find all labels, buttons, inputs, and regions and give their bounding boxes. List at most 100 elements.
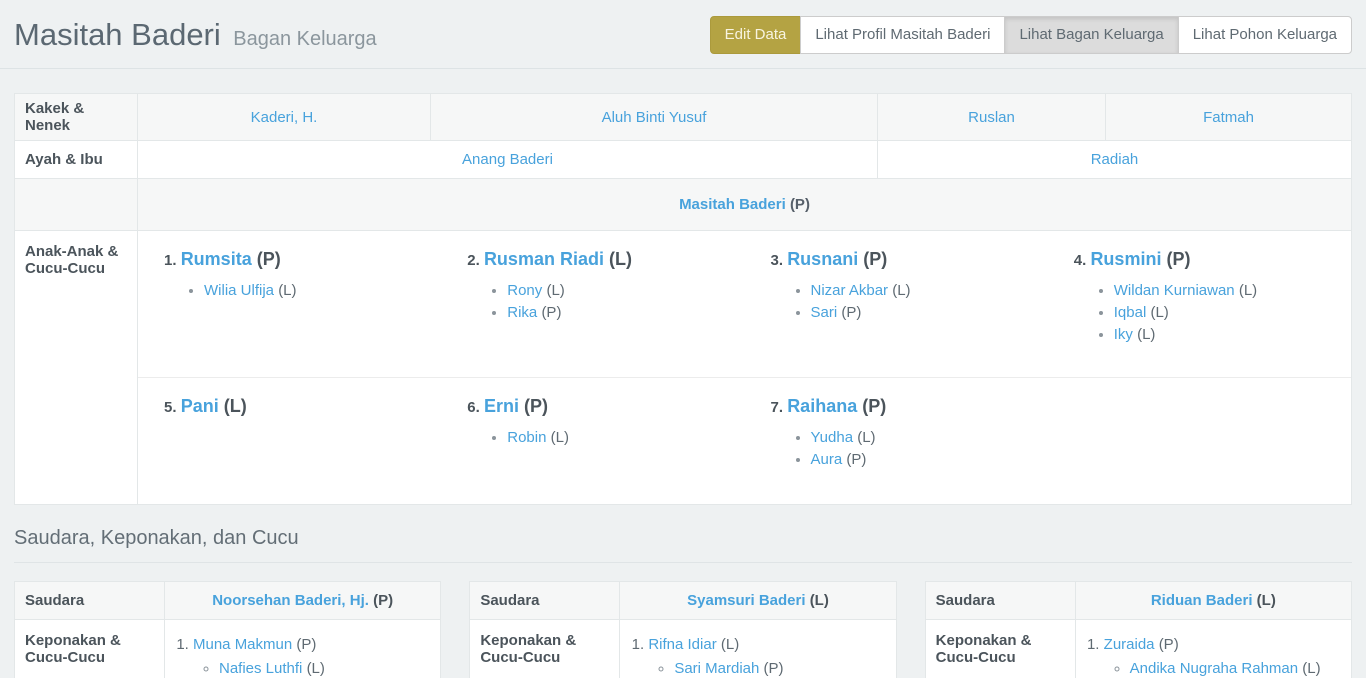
nephew-child-name-link[interactable]: Andika Nugraha Rahman bbox=[1129, 660, 1299, 677]
sibling-name-link[interactable]: Riduan Baderi bbox=[1150, 592, 1253, 609]
nephew-child-item: Andika Nugraha Rahman (L) bbox=[1130, 658, 1341, 678]
child-heading: 3. Rusnani (P) bbox=[771, 249, 1034, 270]
grandchildren-list: Robin (L) bbox=[467, 427, 730, 449]
nephews-list: Rifna Idiar (L) Sari Mardiah (P) bbox=[630, 634, 885, 678]
grandchild-name-link[interactable]: Nizar Akbar bbox=[810, 282, 889, 299]
sibling-row-label: Saudara bbox=[469, 581, 621, 620]
sibling-gender: (L) bbox=[809, 592, 829, 609]
button-lihat-pohon-keluarga[interactable]: Lihat Pohon Keluarga bbox=[1177, 16, 1352, 54]
grandchild-name-link[interactable]: Iqbal bbox=[1113, 304, 1147, 321]
section-divider bbox=[14, 562, 1352, 563]
sibling-name-cell: Syamsuri Baderi (L) bbox=[619, 581, 897, 620]
grandchild-gender: (L) bbox=[1137, 326, 1156, 343]
nephew-children-list: Nafies Luthfi (L) bbox=[193, 658, 430, 678]
child-name-link[interactable]: Rusman Riadi bbox=[483, 249, 604, 269]
parents-row: Ayah & Ibu Anang Baderi Radiah bbox=[14, 140, 1352, 179]
child-block: 1. Rumsita (P) Wilia Ulfija (L) bbox=[138, 231, 441, 377]
nephew-name-link[interactable]: Rifna Idiar bbox=[648, 636, 717, 653]
nephew-name-link[interactable]: Zuraida bbox=[1103, 636, 1155, 653]
self-row: Masitah Baderi (P) bbox=[14, 178, 1352, 231]
grandchild-item: Rika (P) bbox=[507, 302, 730, 324]
child-number: 7. bbox=[770, 399, 788, 416]
grandchild-item: Rony (L) bbox=[507, 280, 730, 302]
grandchild-item: Robin (L) bbox=[507, 427, 730, 449]
grandchild-item: Iky (L) bbox=[1114, 324, 1337, 346]
grandchild-item: Wilia Ulfija (L) bbox=[204, 280, 427, 302]
title-wrap: Masitah Baderi Bagan Keluarga bbox=[14, 17, 377, 53]
grandparent-link[interactable]: Fatmah bbox=[1203, 108, 1254, 126]
sibling-name-cell: Noorsehan Baderi, Hj. (P) bbox=[163, 581, 442, 620]
grandchild-name-link[interactable]: Yudha bbox=[810, 429, 854, 446]
child-heading: 5. Pani (L) bbox=[164, 396, 427, 417]
grandchild-gender: (L) bbox=[857, 429, 876, 446]
grandchild-item: Wildan Kurniawan (L) bbox=[1114, 280, 1337, 302]
button-lihat-profil[interactable]: Lihat Profil Masitah Baderi bbox=[800, 16, 1006, 54]
child-heading: 1. Rumsita (P) bbox=[164, 249, 427, 270]
grandchild-name-link[interactable]: Aura bbox=[810, 451, 843, 468]
sibling-tables-row: Saudara Noorsehan Baderi, Hj. (P) Keponaka… bbox=[14, 581, 1352, 678]
grandchild-name-link[interactable]: Wilia Ulfija bbox=[204, 282, 275, 299]
child-heading: 6. Erni (P) bbox=[467, 396, 730, 417]
nephew-child-item: Nafies Luthfi (L) bbox=[219, 658, 430, 678]
button-edit-data[interactable]: Edit Data bbox=[709, 16, 802, 54]
view-button-group: Edit Data Lihat Profil Masitah Baderi Liha… bbox=[709, 16, 1352, 54]
child-gender: (P) bbox=[862, 396, 887, 416]
child-name-link[interactable]: Raihana bbox=[787, 396, 858, 416]
grandchild-name-link[interactable]: Rika bbox=[507, 304, 538, 321]
nephews-row-label: Keponakan & Cucu-Cucu bbox=[924, 619, 1076, 678]
parent-link[interactable]: Radiah bbox=[1090, 151, 1139, 168]
nephew-child-name-link[interactable]: Sari Mardiah bbox=[674, 660, 760, 677]
nephew-name-link[interactable]: Muna Makmun bbox=[193, 636, 293, 653]
child-name-link[interactable]: Rusmini bbox=[1090, 249, 1162, 269]
grandchild-name-link[interactable]: Wildan Kurniawan bbox=[1113, 282, 1235, 299]
child-gender: (P) bbox=[1166, 249, 1191, 269]
nephew-child-gender: (L) bbox=[306, 660, 325, 677]
child-number: 6. bbox=[467, 399, 484, 416]
self-name-link[interactable]: Masitah Baderi bbox=[679, 196, 786, 213]
sibling-name-link[interactable]: Noorsehan Baderi, Hj. bbox=[212, 592, 369, 609]
nephew-child-name-link[interactable]: Nafies Luthfi bbox=[219, 660, 303, 677]
sibling-name-link[interactable]: Syamsuri Baderi bbox=[687, 592, 806, 609]
grandchild-name-link[interactable]: Robin bbox=[507, 429, 547, 446]
nephew-item: Rifna Idiar (L) Sari Mardiah (P) bbox=[648, 634, 885, 678]
grandparent-link[interactable]: Ruslan bbox=[968, 108, 1015, 126]
child-heading: 4. Rusmini (P) bbox=[1074, 249, 1337, 270]
grandchild-name-link[interactable]: Rony bbox=[507, 282, 543, 299]
nephew-gender: (P) bbox=[1158, 636, 1179, 653]
grandparent-link[interactable]: Kaderi, H. bbox=[250, 108, 318, 126]
child-block: 6. Erni (P) Robin (L) bbox=[441, 378, 744, 504]
nephew-gender: (L) bbox=[720, 636, 740, 653]
nephews-row-label: Keponakan & Cucu-Cucu bbox=[469, 619, 621, 678]
grandchildren-list: Yudha (L) Aura (P) bbox=[771, 427, 1034, 471]
grandchild-gender: (P) bbox=[841, 304, 862, 321]
nephews-cell: Rifna Idiar (L) Sari Mardiah (P) bbox=[619, 619, 897, 678]
children-grid-row: 1. Rumsita (P) Wilia Ulfija (L) 2. Rusman … bbox=[138, 231, 1351, 377]
page-title: Masitah Baderi bbox=[14, 17, 221, 52]
grandchild-name-link[interactable]: Iky bbox=[1113, 326, 1133, 343]
child-number: 3. bbox=[770, 252, 788, 269]
grandchild-gender: (L) bbox=[550, 429, 569, 446]
child-heading: 2. Rusman Riadi (L) bbox=[467, 249, 730, 270]
child-name-link[interactable]: Rumsita bbox=[180, 249, 252, 269]
child-gender: (P) bbox=[256, 249, 281, 269]
grandchild-gender: (L) bbox=[1150, 304, 1169, 321]
sibling-header-row: Saudara Noorsehan Baderi, Hj. (P) bbox=[14, 581, 442, 620]
grandparents-row: Kakek & Nenek Kaderi, H. Aluh Binti Yusu… bbox=[14, 93, 1352, 141]
parent-link[interactable]: Anang Baderi bbox=[462, 151, 553, 168]
child-name-link[interactable]: Pani bbox=[180, 396, 219, 416]
nephews-list: Muna Makmun (P) Nafies Luthfi (L) bbox=[175, 634, 430, 678]
button-lihat-bagan-keluarga[interactable]: Lihat Bagan Keluarga bbox=[1004, 16, 1179, 54]
grandchild-name-link[interactable]: Sari bbox=[810, 304, 838, 321]
sibling-table-card: Saudara Noorsehan Baderi, Hj. (P) Keponaka… bbox=[14, 581, 442, 678]
child-block: 3. Rusnani (P)Nizar Akbar (L)Sari (P) bbox=[745, 231, 1048, 377]
child-name-link[interactable]: Rusnani bbox=[787, 249, 859, 269]
grandchild-item: Aura (P) bbox=[811, 449, 1034, 471]
sibling-row-label: Saudara bbox=[924, 581, 1076, 620]
child-name-link[interactable]: Erni bbox=[483, 396, 519, 416]
parents-row-label: Ayah & Ibu bbox=[14, 140, 138, 179]
child-block: 2. Rusman Riadi (L) Rony (L)Rika (P) bbox=[441, 231, 744, 377]
grandparent-link[interactable]: Aluh Binti Yusuf bbox=[601, 108, 707, 126]
sibling-header-row: Saudara Syamsuri Baderi (L) bbox=[469, 581, 897, 620]
child-gender: (L) bbox=[223, 396, 247, 416]
child-number: 2. bbox=[467, 252, 484, 269]
